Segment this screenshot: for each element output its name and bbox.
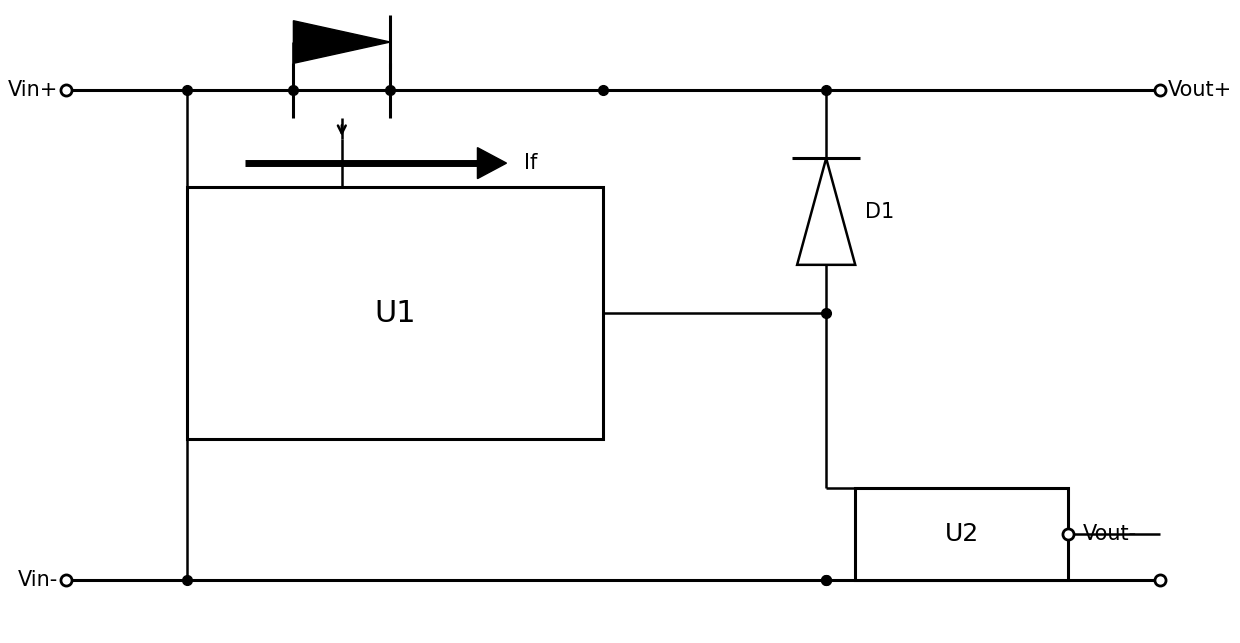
- Text: D1: D1: [866, 201, 894, 222]
- Text: Vout-: Vout-: [1083, 523, 1137, 543]
- Text: M1: M1: [254, 197, 285, 217]
- Text: Vout+: Vout+: [1168, 80, 1233, 100]
- Text: Vin+: Vin+: [7, 80, 58, 100]
- Polygon shape: [477, 148, 506, 179]
- Bar: [856, 487, 1069, 579]
- Text: If: If: [525, 153, 537, 173]
- Bar: [187, 187, 604, 439]
- Polygon shape: [294, 21, 391, 64]
- Text: U2: U2: [945, 521, 978, 546]
- Text: U1: U1: [374, 299, 415, 328]
- Text: Vin-: Vin-: [17, 570, 58, 590]
